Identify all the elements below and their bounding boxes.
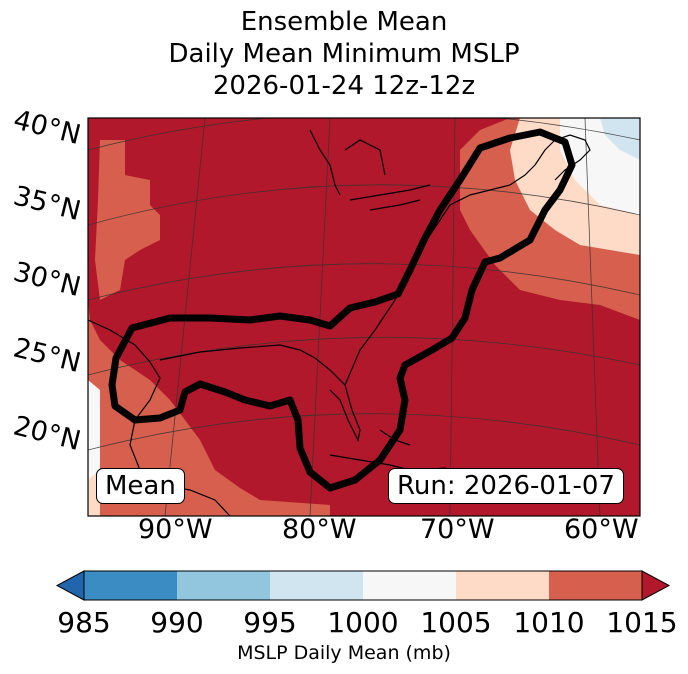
lon-label-70w: 70°W [420, 514, 495, 545]
map-frame [87, 117, 641, 517]
map-area [88, 118, 640, 516]
shading-above-1015-inner [120, 118, 460, 350]
colorbar-tick-1015: 1015 [606, 606, 678, 639]
lon-label-60w: 60°W [564, 514, 639, 545]
colorbar-bin-995-1000 [270, 571, 363, 600]
colorbar-tick-990: 990 [150, 606, 204, 639]
ensemble-contour [108, 128, 576, 492]
title-line-2: Daily Mean Minimum MSLP [168, 39, 520, 69]
colorbar-frame [83, 570, 643, 601]
run-date-box: Run: 2026-01-07 [388, 468, 624, 504]
colorbar-tick-1010: 1010 [513, 606, 585, 639]
colorbar-bin-1010-1015 [549, 571, 642, 600]
colorbar-tick-1000: 1000 [327, 606, 399, 639]
colorbar-over-arrow [641, 570, 671, 601]
lon-label-80w: 80°W [282, 514, 357, 545]
title-line-3: 2026-01-24 12z-12z [212, 71, 476, 101]
colorbar-label: MSLP Daily Mean (mb) [237, 642, 451, 664]
colorbar-under-arrow [55, 570, 85, 601]
colorbar-bin-990-995 [177, 571, 270, 600]
colorbar-bin-985-990 [84, 571, 177, 600]
title-line-1: Ensemble Mean [240, 7, 448, 37]
colorbar-tick-985: 985 [57, 606, 111, 639]
colorbar-tick-995: 995 [243, 606, 297, 639]
colorbar-bin-1005-1010 [456, 571, 549, 600]
lon-label-90w: 90°W [138, 514, 213, 545]
colorbar-tick-1005: 1005 [420, 606, 492, 639]
shading-995-1000 [600, 118, 640, 160]
shading-1000-1005 [88, 118, 640, 480]
colorbar-bin-1000-1005 [363, 571, 456, 600]
mean-label-box: Mean [96, 468, 185, 504]
